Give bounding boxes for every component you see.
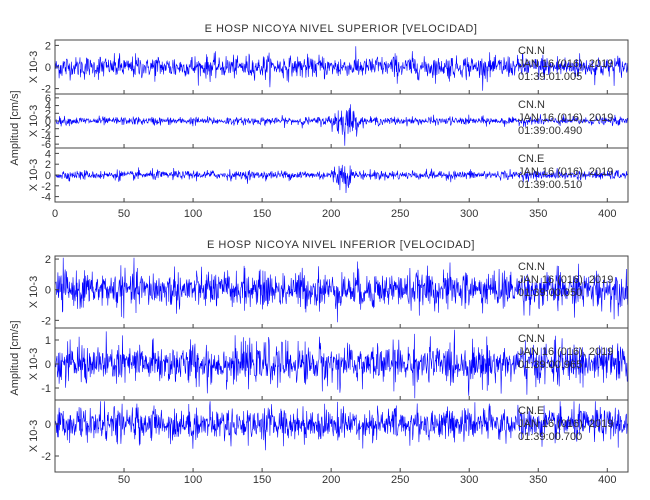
station-label-line: 01:39:00.700 [518,431,582,443]
station-label-line: JAN 16 (016), 2019 [518,112,613,124]
y-axis-label-superior: Amplitud [cm/s] [9,90,21,165]
seismic-trace [55,164,629,194]
station-label-line: CN.E [518,405,544,417]
seismic-trace [54,104,629,146]
y-tick-label: -1 [41,383,51,395]
y-tick-label: -2 [41,181,51,193]
x-tick-label: 350 [529,208,547,220]
scale-label: X 10-3 [28,348,40,380]
x-tick-label: 50 [118,208,130,220]
x-tick-label: 150 [253,474,271,486]
y-tick-label: -2 [41,315,51,327]
station-label-line: JAN 16 (016), 2019 [518,418,613,430]
x-tick-label: 300 [460,208,478,220]
seismic-trace [54,329,629,399]
seismic-trace [54,401,629,451]
y-tick-label: 0 [45,170,51,182]
scale-label: X 10-3 [28,51,40,83]
scale-label: X 10-3 [28,105,40,137]
x-tick-label: 100 [184,474,202,486]
x-tick-label: 150 [253,208,271,220]
x-tick-label: 400 [598,208,616,220]
station-label-line: 01:39:00.965 [518,359,582,371]
station-label-line: 01:39:01.005 [518,71,582,83]
x-tick-label: 50 [118,474,130,486]
station-label-line: JAN 16 (016), 2019 [518,346,613,358]
y-tick-label: 0 [45,419,51,431]
station-label-line: CN.E [518,153,544,165]
x-axis: 50 100 150 200 250 300 350 400 [118,474,617,486]
y-tick-label: -2 [41,451,51,463]
x-axis: 0 50 100 150 200 250 300 350 400 [52,208,617,220]
x-tick-label: 350 [529,474,547,486]
x-tick-label: 300 [460,474,478,486]
y-tick-label: 0 [45,359,51,371]
x-tick-label: 200 [322,208,340,220]
station-label-line: CN.N [518,45,545,57]
chart-title-superior: E HOSP NICOYA NIVEL SUPERIOR [VELOCIDAD] [205,23,478,35]
y-tick-label: 2 [45,254,51,266]
station-label-line: CN.N [518,261,545,273]
x-tick-label: 200 [322,474,340,486]
panel-frame [54,399,629,473]
y-tick-label: -2 [41,84,51,96]
y-tick-label: 0 [45,285,51,297]
y-tick-label: 0 [45,62,51,74]
y-tick-label: -2 [41,124,51,136]
scale-label: X 10-3 [28,276,40,308]
station-label-line: 01:39:00.050 [518,287,582,299]
station-label-line: 01:39:00.490 [518,125,582,137]
station-label-line: JAN 16 (016), 2019 [518,274,613,286]
y-tick-label: -4 [41,192,51,204]
y-tick-label: -4 [41,131,51,143]
y-tick-label: 2 [45,159,51,171]
station-label-line: JAN 16 (016), 2019 [518,58,613,70]
y-tick-label: 4 [45,148,51,160]
y-tick-label: 0 [45,116,51,128]
y-tick-label: 2 [45,40,51,52]
seismic-trace [54,257,629,323]
x-tick-label: 250 [391,208,409,220]
y-tick-label: -6 [41,139,51,151]
station-label-line: CN.N [518,333,545,345]
chart-title-inferior: E HOSP NICOYA NIVEL INFERIOR [VELOCIDAD] [207,239,475,251]
x-tick-label: 400 [598,474,616,486]
x-tick-label: 100 [184,208,202,220]
seismic-trace [54,46,629,91]
y-axis-label-inferior: Amplitud [cm/s] [9,320,21,395]
x-tick-label: 0 [52,208,58,220]
scale-label: X 10-3 [28,420,40,452]
y-tick-label: 4 [45,101,51,113]
station-label-line: JAN 16 (016), 2019 [518,166,613,178]
station-label-line: 01:39:00.510 [518,179,582,191]
y-tick-label: 1 [45,335,51,347]
y-tick-label: 2 [45,108,51,120]
station-label-line: CN.N [518,99,545,111]
x-tick-label: 250 [391,474,409,486]
y-tick-label: 6 [45,93,51,105]
scale-label: X 10-3 [28,159,40,191]
